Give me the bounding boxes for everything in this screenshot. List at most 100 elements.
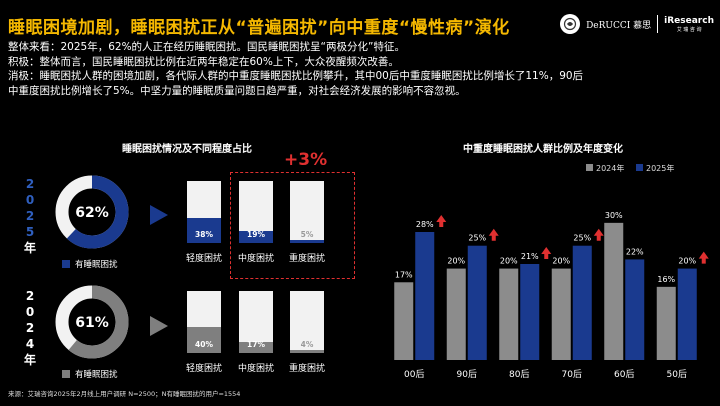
- legend-label: 2025年: [646, 163, 674, 173]
- right-chart-title: 中重度睡眠困扰人群比例及年度变化: [463, 144, 623, 155]
- up-arrow-icon: [541, 247, 552, 259]
- severity-bar-fill: [290, 350, 324, 353]
- year-char: 2: [25, 177, 35, 191]
- summary-line: 积极：整体而言，国民睡眠困扰比例在近两年稳定在60%上下，大众夜醒频次改善。: [8, 55, 399, 68]
- year-char: 年: [23, 353, 36, 367]
- bar-value-label: 21%: [521, 252, 539, 261]
- severity-bar-label: 重度困扰: [288, 254, 325, 264]
- donut-center-label: 61%: [75, 315, 109, 331]
- bar-value-label: 20%: [447, 257, 465, 266]
- iresearch-logo-text: iResearch: [664, 15, 714, 26]
- bar-value-label: 16%: [657, 275, 675, 284]
- year-label-2024: 2 0 2 4 年: [22, 288, 38, 368]
- bar-2024: [499, 268, 519, 360]
- bar-2024: [394, 282, 414, 360]
- severity-bar: 17%: [239, 291, 273, 353]
- severity-bar-fill: [290, 239, 324, 243]
- legend-label: 2024年: [596, 163, 624, 173]
- severity-bar-label: 中度困扰: [237, 364, 274, 374]
- iresearch-logo: iResearch 艾 瑞 咨 询: [664, 16, 714, 33]
- bar-2025: [677, 268, 697, 360]
- bar-2025: [415, 232, 435, 360]
- page-title: 睡眠困境加剧，睡眠困扰正从“普遍困扰”向中重度“慢性病”演化: [8, 18, 510, 38]
- bar-value-label: 20%: [678, 257, 696, 266]
- year-char: 5: [25, 225, 35, 239]
- severity-bar-fill: [239, 341, 273, 353]
- summary-text: 整体来看：2025年，62%的人正在经历睡眠困扰。国民睡眠困扰呈“两极分化”特征…: [8, 40, 583, 98]
- year-char: 4: [25, 337, 35, 351]
- category-label: 90后: [457, 369, 477, 380]
- severity-bar-fill: [239, 230, 273, 243]
- bar-2024: [551, 268, 571, 360]
- increase-highlight: +3%: [284, 150, 328, 170]
- logo-divider: [657, 15, 659, 33]
- severity-bar-label: 轻度困扰: [185, 364, 222, 374]
- donut-center-label: 62%: [75, 205, 109, 221]
- bar-value-label: 30%: [605, 211, 623, 220]
- category-label: 60后: [614, 369, 634, 380]
- legend-2025: 有睡眠困扰: [62, 258, 118, 270]
- category-label: 80后: [509, 369, 529, 380]
- category-label: 00后: [404, 369, 424, 380]
- severity-bar-value: 5%: [300, 230, 314, 239]
- severity-bar-fill: [187, 218, 221, 243]
- severity-bar: 40%: [187, 291, 221, 353]
- bar-2024: [656, 286, 676, 360]
- bar-2025: [625, 259, 645, 360]
- bar-value-label: 20%: [500, 257, 518, 266]
- severity-bar-label: 轻度困扰: [185, 254, 222, 264]
- summary-line: 消极：睡眠困扰人群的困境加剧，各代际人群的中重度睡眠困扰比例攀升，其中00后中重…: [8, 70, 584, 83]
- year-char: 0: [25, 305, 35, 319]
- year-char: 2: [25, 209, 35, 223]
- category-label: 70后: [562, 369, 582, 380]
- bar-2025: [572, 245, 592, 360]
- severity-bar-value: 40%: [195, 340, 213, 349]
- year-char: 年: [23, 241, 36, 255]
- severity-bar: 38%: [187, 181, 221, 243]
- up-arrow-icon: [593, 228, 604, 241]
- year-char: 0: [25, 193, 35, 207]
- summary-line: 中重度困扰比例增长了5%。中坚力量的睡眠质量问题日趋严重，对社会经济发展的影响不…: [8, 84, 466, 97]
- highlight-dashed-box: [230, 172, 355, 279]
- up-arrow-icon: [488, 228, 499, 241]
- year-char: 2: [25, 289, 35, 303]
- donut-chart-2024: 61%: [55, 285, 129, 359]
- severity-bar: 19%: [239, 181, 273, 243]
- year-char: 2: [25, 321, 35, 335]
- legend-label: 有睡眠困扰: [75, 260, 118, 270]
- iresearch-logo-subtext: 艾 瑞 咨 询: [676, 26, 702, 33]
- severity-bar: 4%: [290, 291, 324, 353]
- legend-2024: 有睡眠困扰: [62, 368, 118, 380]
- derucci-emblem-icon: [560, 14, 581, 34]
- bar-chart-generations: 2024年 2025年17%28%00后20%25%90后20%21%80后20%…: [394, 163, 709, 380]
- legend-swatch: [636, 164, 643, 171]
- left-section-title: 睡眠困扰情况及不同程度占比: [122, 144, 252, 155]
- severity-bar: 5%: [290, 181, 324, 243]
- severity-bar-label: 中度困扰: [237, 254, 274, 264]
- legend-swatch: [62, 370, 70, 378]
- right-arrow-icon: [150, 205, 168, 225]
- category-label: 50后: [667, 369, 687, 380]
- donut-share-arc: [55, 175, 129, 249]
- severity-bar-value: 17%: [247, 340, 265, 349]
- summary-line: 整体来看：2025年，62%的人正在经历睡眠困扰。国民睡眠困扰呈“两极分化”特征…: [8, 41, 405, 53]
- bar-2024: [446, 268, 466, 360]
- up-arrow-icon: [436, 215, 447, 227]
- bar-value-label: 22%: [626, 247, 644, 256]
- source-note: 来源：艾瑞咨询2025年2月线上用户调研 N=2500；N有睡眠困扰的用户=15…: [8, 390, 241, 398]
- bar-2025: [467, 245, 487, 360]
- bar-value-label: 17%: [395, 270, 413, 279]
- logos: DeRUCCI 慕思 iResearch 艾 瑞 咨 询: [560, 14, 714, 34]
- bar-value-label: 28%: [416, 220, 434, 229]
- bar-value-label: 20%: [552, 257, 570, 266]
- brand-logo-text: DeRUCCI 慕思: [586, 20, 652, 31]
- severity-bar-fill: [187, 326, 221, 353]
- severity-bar-label: 重度困扰: [288, 364, 325, 374]
- bar-value-label: 25%: [573, 234, 591, 243]
- right-arrow-icon: [150, 316, 168, 336]
- legend-swatch: [62, 260, 70, 268]
- year-label-2025: 2 0 2 5 年: [22, 176, 38, 256]
- legend-swatch: [586, 164, 593, 171]
- bar-2024: [604, 222, 624, 360]
- up-arrow-icon: [698, 251, 709, 264]
